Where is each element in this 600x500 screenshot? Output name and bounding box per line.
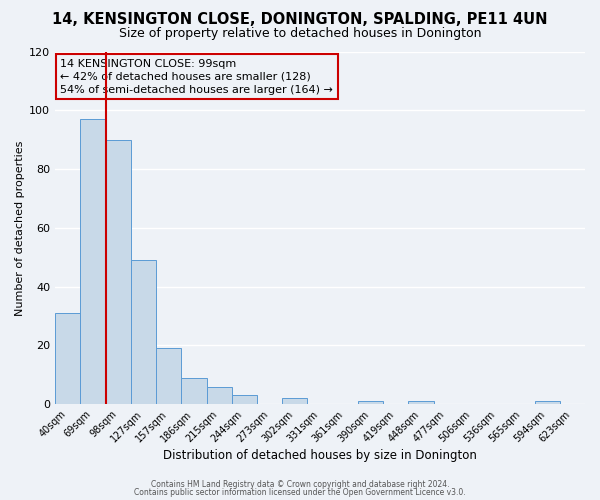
Bar	[409, 401, 434, 404]
X-axis label: Distribution of detached houses by size in Donington: Distribution of detached houses by size …	[163, 450, 477, 462]
Y-axis label: Number of detached properties: Number of detached properties	[15, 140, 25, 316]
Bar	[106, 140, 131, 404]
Bar	[156, 348, 181, 404]
Text: 14, KENSINGTON CLOSE, DONINGTON, SPALDING, PE11 4UN: 14, KENSINGTON CLOSE, DONINGTON, SPALDIN…	[52, 12, 548, 28]
Bar	[131, 260, 156, 404]
Text: 14 KENSINGTON CLOSE: 99sqm
← 42% of detached houses are smaller (128)
54% of sem: 14 KENSINGTON CLOSE: 99sqm ← 42% of deta…	[61, 58, 334, 95]
Bar	[232, 396, 257, 404]
Text: Contains HM Land Registry data © Crown copyright and database right 2024.: Contains HM Land Registry data © Crown c…	[151, 480, 449, 489]
Bar	[55, 313, 80, 404]
Text: Size of property relative to detached houses in Donington: Size of property relative to detached ho…	[119, 28, 481, 40]
Bar	[358, 401, 383, 404]
Text: Contains public sector information licensed under the Open Government Licence v3: Contains public sector information licen…	[134, 488, 466, 497]
Bar	[80, 119, 106, 404]
Bar	[206, 386, 232, 404]
Bar	[282, 398, 307, 404]
Bar	[535, 401, 560, 404]
Bar	[181, 378, 206, 404]
